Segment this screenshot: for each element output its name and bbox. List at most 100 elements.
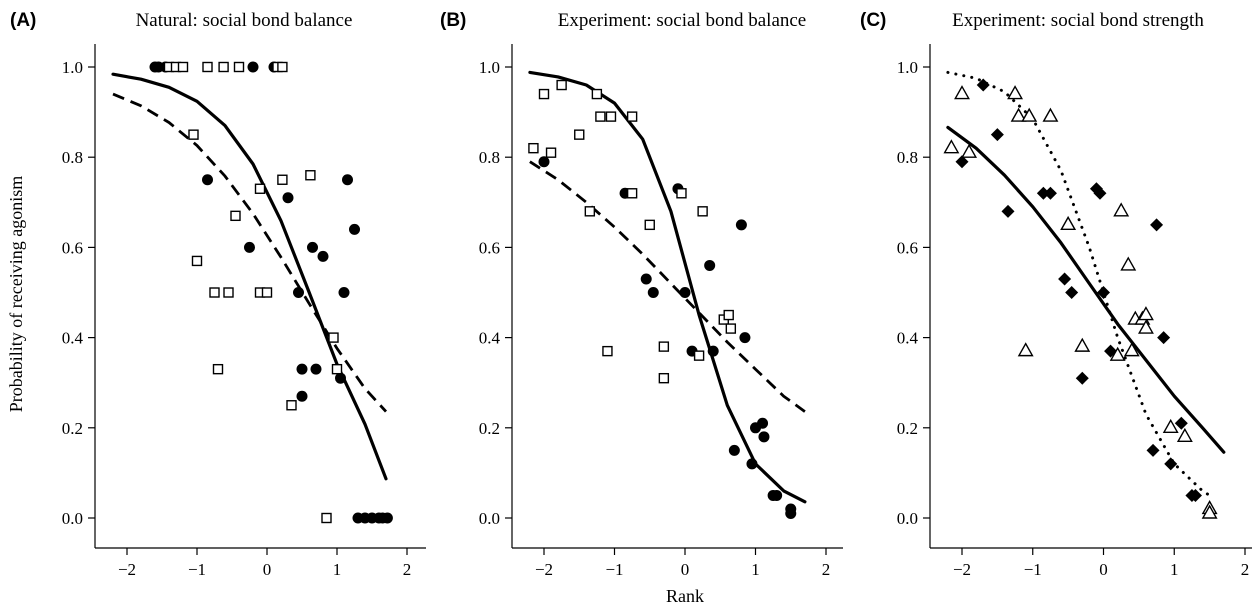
y-tick-label: 0.8 [479,148,500,167]
data-point-filled-circle [244,241,255,253]
data-point-open-square [191,255,203,267]
data-point-filled-circle [202,174,213,186]
x-tick-label: 1 [751,560,760,579]
y-tick-label: 0.4 [479,329,501,348]
data-point-filled-circle [335,372,346,384]
y-tick-label: 0.4 [62,329,84,348]
data-point-filled-diamond [1174,416,1188,430]
y-tick-label: 0.2 [897,419,918,438]
data-point-filled-circle [293,287,304,298]
data-point-open-square [528,142,539,154]
data-point-open-square [230,210,241,222]
data-point-open-triangle [1017,342,1034,357]
data-point-filled-circle [739,332,751,344]
panel-a-solid-curve [111,72,388,481]
data-point-open-square [202,61,213,73]
data-point-filled-circle [282,192,294,204]
data-point-filled-diamond [1058,272,1072,286]
data-point-open-square [277,61,288,73]
data-point-open-square [693,350,705,361]
data-point-open-square [305,170,316,181]
data-point-open-triangle [943,139,960,154]
data-point-filled-diamond [1188,488,1202,502]
data-point-filled-diamond [1001,204,1015,218]
data-point-open-triangle [1109,346,1126,361]
data-point-open-triangle [1138,306,1154,321]
y-tick-label: 0.8 [897,148,918,167]
data-point-open-triangle [1201,504,1218,519]
data-point-open-triangle [1007,85,1024,100]
data-point-open-square [602,345,613,357]
data-point-open-square [644,219,655,231]
data-point-filled-diamond [1036,186,1050,200]
data-point-filled-diamond [1157,331,1171,345]
data-point-open-square [545,147,557,158]
data-point-open-triangle [1042,107,1059,122]
y-tick-label: 1.0 [62,58,83,77]
data-point-filled-diamond [1146,443,1160,457]
panel-b-label: (B) [440,10,466,31]
x-tick-label: 2 [822,560,831,579]
x-tick-label: 0 [681,560,690,579]
data-point-open-triangle [1138,319,1154,334]
x-tick-label: 1 [1170,560,1179,579]
y-tick-label: 0.6 [479,238,500,257]
panel-a-dashed-curve [112,92,388,413]
x-tick-label: 2 [1241,560,1250,579]
data-point-open-square [218,61,229,73]
data-point-open-square [233,61,245,73]
x-tick-label: 0 [263,560,272,579]
data-point-filled-diamond [1097,286,1110,299]
y-tick-label: 0.0 [62,509,83,528]
data-point-open-square [212,363,224,375]
data-point-open-square [277,174,288,185]
data-point-filled-diamond [1164,457,1178,471]
y-tick-label: 0.8 [62,148,83,167]
panel-a-label: (A) [10,10,36,31]
data-point-open-triangle [1060,215,1077,231]
data-point-filled-circle [296,363,308,375]
data-point-filled-circle [746,458,758,470]
data-point-open-square [723,309,734,321]
panel-c-dotted-curve [946,70,1215,500]
data-point-open-triangle [1074,337,1091,352]
data-point-open-square [658,372,670,384]
y-tick-label: 0.2 [62,419,83,438]
data-point-filled-circle [704,259,716,271]
x-tick-label: 1 [333,560,342,579]
panel-a-axes: −2 −1 0 1 2 0.0 0.2 0.4 0.6 0.8 1.0 [62,44,426,579]
panel-b-solid-curve [528,70,807,504]
data-point-filled-diamond [990,128,1004,142]
panel-b-dashed-curve [529,160,806,413]
data-point-filled-circle [317,250,329,262]
data-point-filled-circle [247,61,259,73]
y-tick-label: 0.2 [479,419,500,438]
data-point-filled-circle [310,363,322,375]
data-point-open-square [209,287,220,298]
data-point-open-square [177,61,189,73]
x-tick-label: −2 [118,560,136,579]
data-point-open-triangle [1010,107,1027,122]
y-tick-label: 1.0 [897,58,918,77]
x-tick-label: 2 [403,560,412,579]
data-point-open-square [574,129,585,140]
data-point-open-square [188,129,199,140]
panel-c: (C) Experiment: social bond strength −2−… [860,10,1252,579]
panel-c-label: (C) [860,10,886,31]
data-point-open-square [286,400,297,411]
data-point-filled-circle [771,489,783,501]
data-point-filled-diamond [1093,186,1107,200]
panel-c-solid-curve [946,125,1226,454]
data-point-open-square [697,206,708,217]
data-point-filled-diamond [955,155,969,169]
x-tick-label: −2 [953,560,971,579]
data-point-filled-circle [647,287,659,298]
data-point-filled-diamond [1075,371,1089,385]
data-point-filled-circle [735,219,747,231]
x-tick-label: −1 [605,560,623,579]
data-point-filled-diamond [976,78,990,92]
data-point-open-square [591,88,603,100]
data-point-open-triangle [954,85,970,100]
data-point-open-square [538,88,550,100]
data-point-open-square [595,111,606,122]
